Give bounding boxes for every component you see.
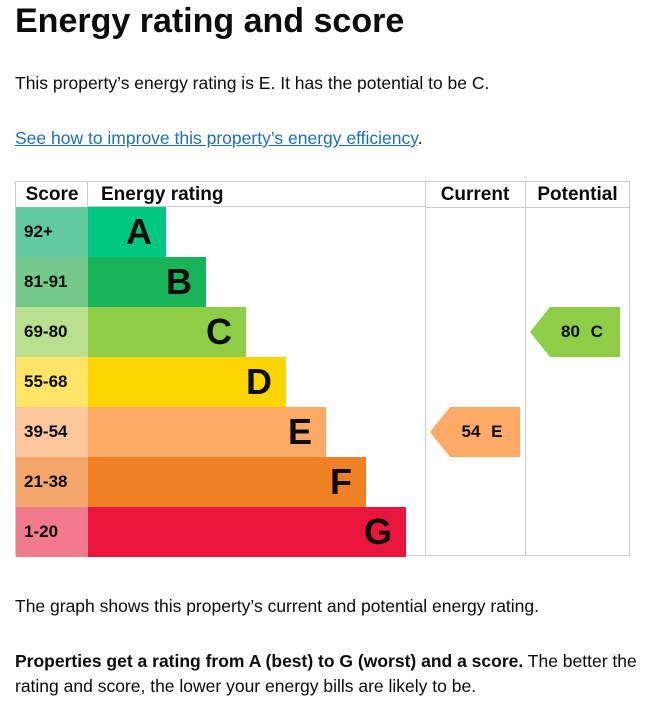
improve-paragraph: See how to improve this property’s energ… — [15, 126, 645, 151]
score-band-g: 1-20 — [16, 507, 88, 557]
rating-note-bold: Properties get a rating from A (best) to… — [15, 651, 524, 671]
header-potential: Potential — [525, 182, 630, 208]
divider — [425, 182, 426, 555]
improve-link[interactable]: See how to improve this property’s energ… — [15, 128, 418, 148]
rating-letter: A — [126, 211, 152, 252]
current-rating-arrow: 54 E — [430, 407, 520, 457]
score-band-e: 39-54 — [16, 407, 88, 457]
divider — [87, 182, 88, 207]
score-band-f: 21-38 — [16, 457, 88, 507]
rating-bar-c: C — [88, 307, 246, 357]
rating-letter: F — [330, 461, 352, 502]
link-suffix: . — [417, 128, 423, 148]
rating-letter: E — [287, 411, 312, 452]
rating-bar-g: G — [88, 507, 406, 557]
potential-rating-arrow: 80 C — [530, 307, 620, 357]
potential-rating-label: 80 C — [561, 322, 603, 341]
rating-note: Properties get a rating from A (best) to… — [15, 649, 645, 699]
header-energy-rating: Energy rating — [88, 182, 425, 207]
rating-letter: B — [166, 261, 192, 302]
rating-bar-b: B — [88, 257, 206, 307]
rating-note-rest: The better the rating and score, the low… — [15, 651, 637, 696]
intro-text: This property’s energy rating is E. It h… — [15, 73, 490, 93]
rating-letter: D — [246, 361, 272, 402]
rating-bar-f: F — [88, 457, 366, 507]
score-band-d: 55-68 — [16, 357, 88, 407]
divider — [525, 182, 526, 555]
rating-bar-d: D — [88, 357, 286, 407]
rating-bar-e: E — [88, 407, 326, 457]
score-band-b: 81-91 — [16, 257, 88, 307]
header-current: Current — [425, 182, 525, 208]
rating-bar-a: A — [88, 207, 166, 257]
chart-caption: The graph shows this property’s current … — [15, 596, 540, 616]
energy-rating-chart: Score Energy rating Current Potential 92… — [15, 181, 630, 557]
rating-letter: G — [363, 511, 392, 552]
current-rating-label: 54 E — [461, 422, 503, 441]
score-band-c: 69-80 — [16, 307, 88, 357]
score-band-a: 92+ — [16, 207, 88, 257]
page-title: Energy rating and score — [15, 2, 405, 40]
rating-letter: C — [206, 311, 232, 352]
header-score: Score — [16, 182, 88, 208]
